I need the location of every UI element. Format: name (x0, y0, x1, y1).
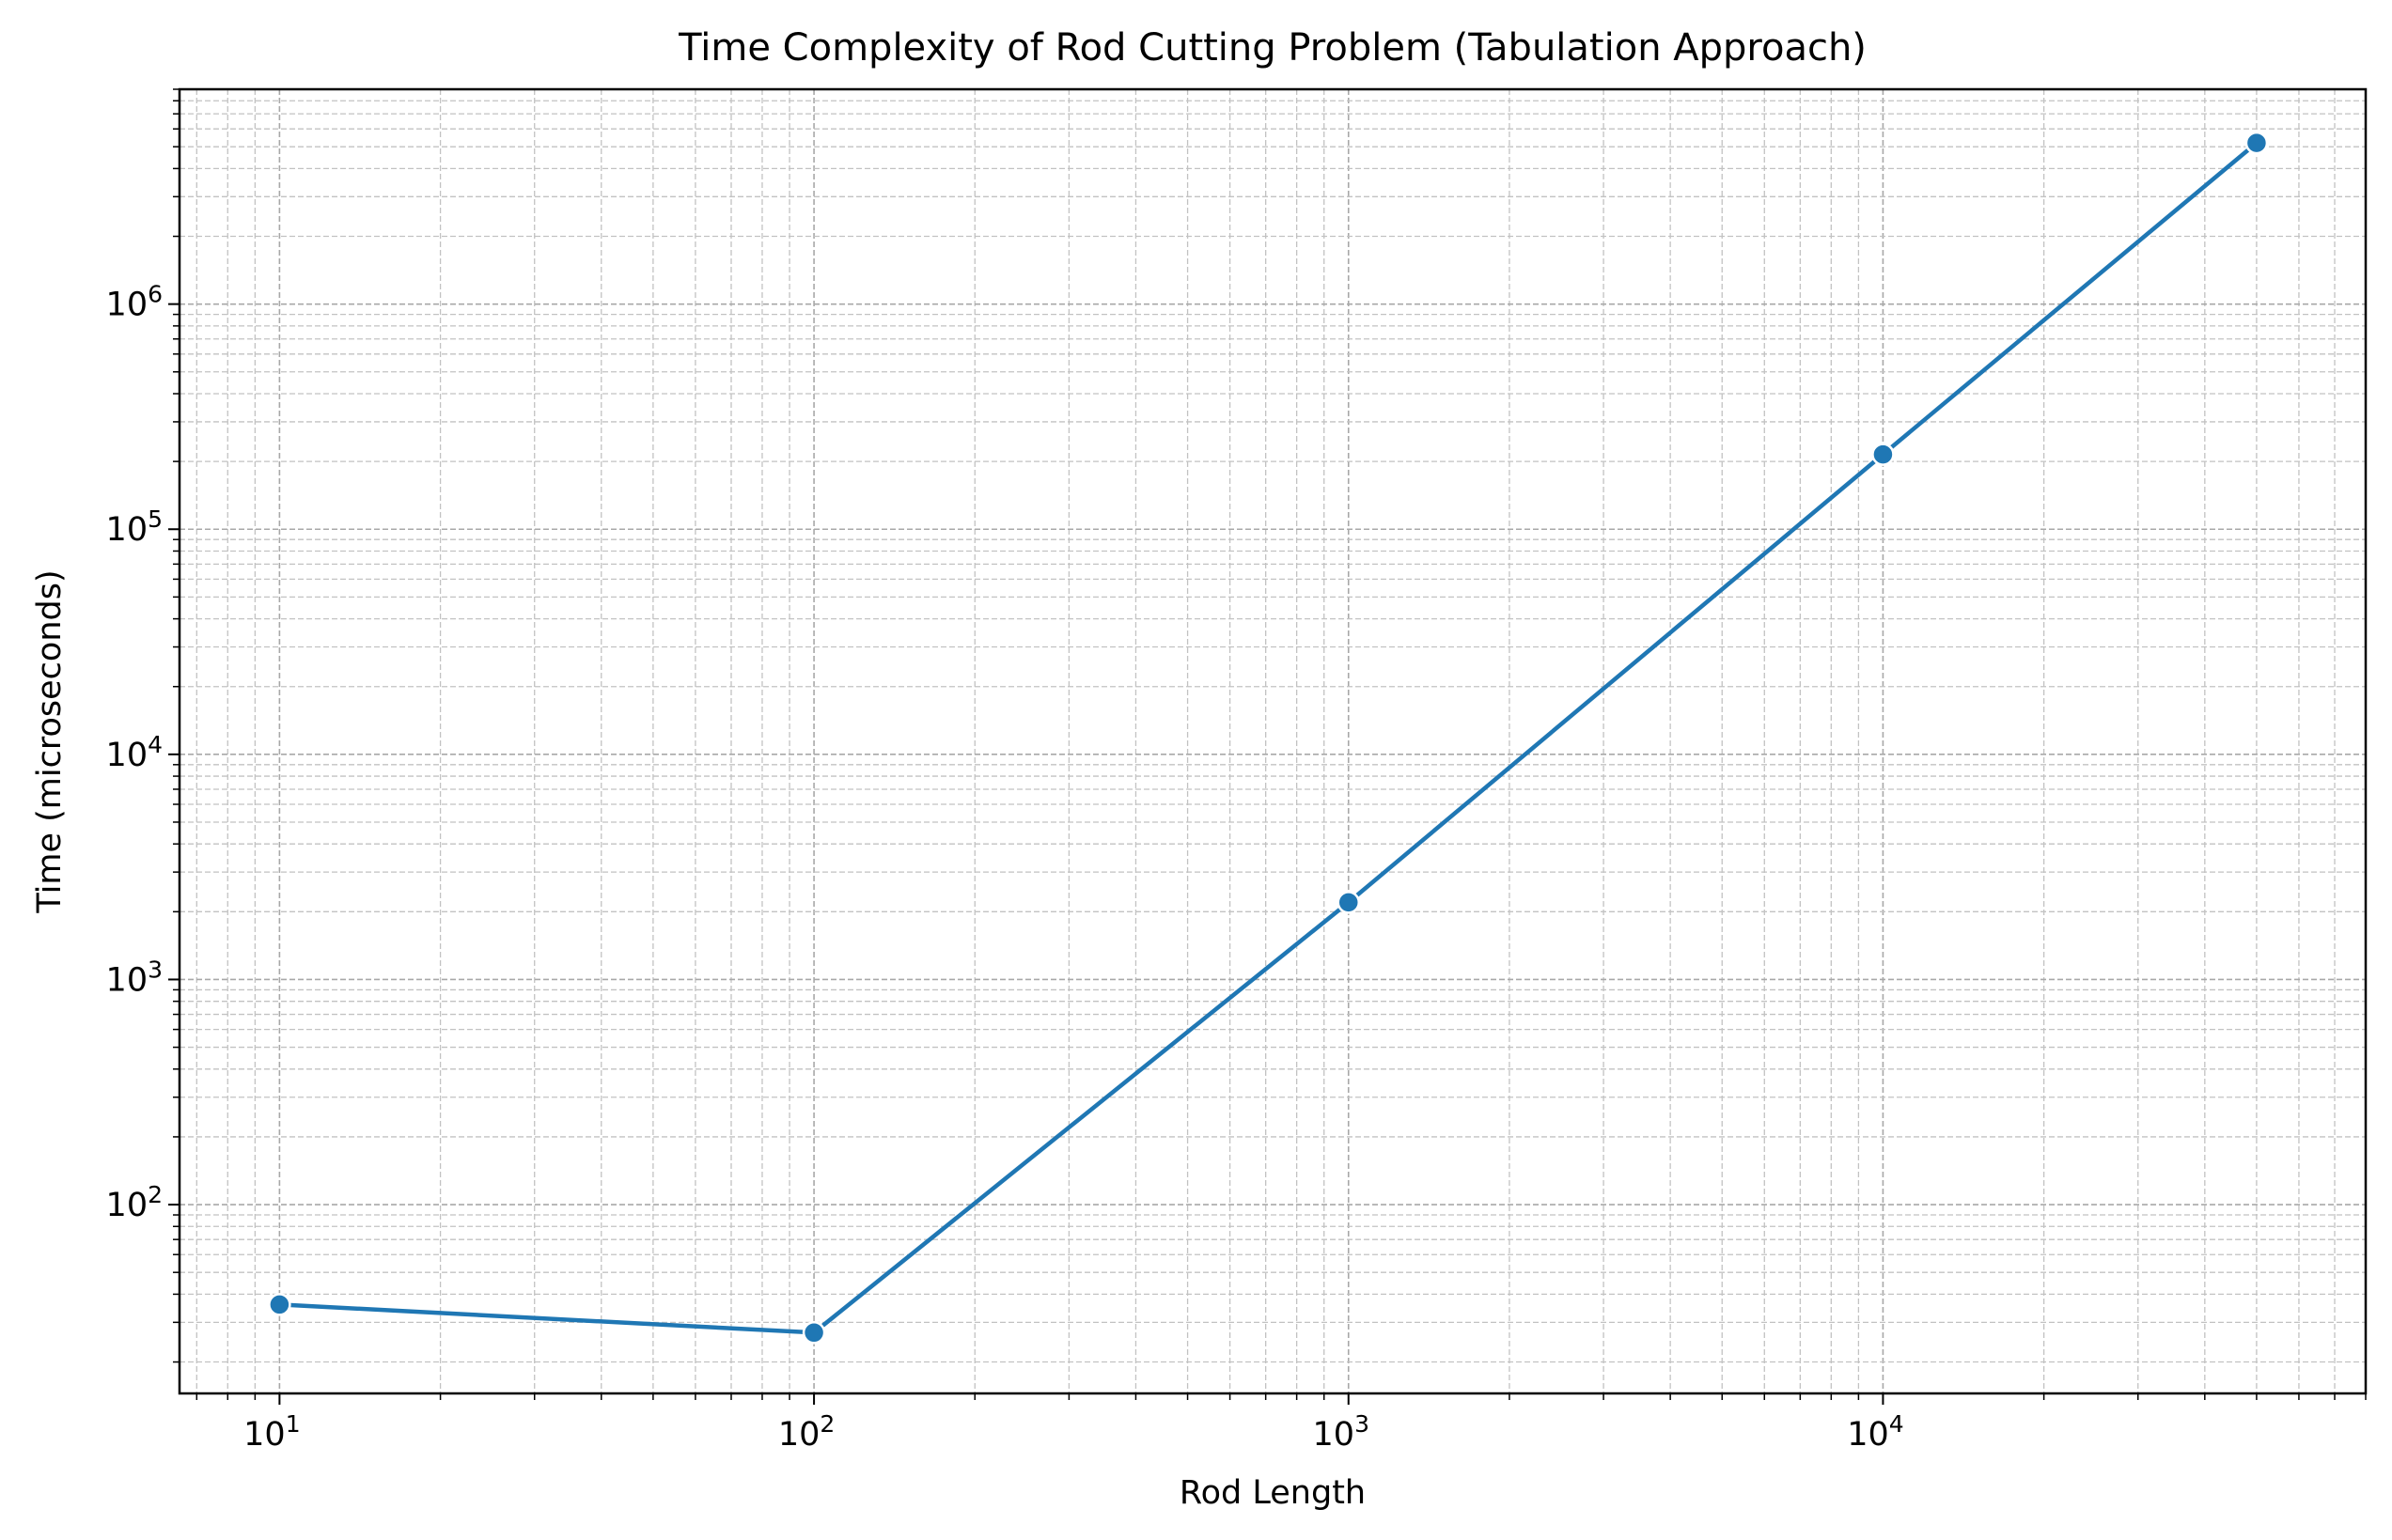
data-point (802, 1321, 826, 1345)
x-tick-label: 101 (243, 1410, 300, 1454)
data-point (2244, 131, 2269, 155)
y-tick-label: 102 (106, 1181, 163, 1224)
ticks: 101 102 103 104 102 103 104 105 106 (106, 88, 2367, 1454)
x-axis-label: Rod Length (1180, 1474, 1366, 1512)
data-point (1871, 443, 1895, 466)
chart-title: Time Complexity of Rod Cutting Problem (… (678, 26, 1867, 70)
y-axis-label: Time (microseconds) (31, 569, 69, 913)
y-tick-label: 104 (106, 731, 163, 774)
data-point (268, 1293, 291, 1316)
series-layer (268, 131, 2269, 1345)
x-tick-label: 103 (1313, 1410, 1369, 1454)
y-tick-label: 103 (106, 956, 163, 999)
grid (180, 88, 2367, 1393)
y-tick-label: 105 (106, 506, 163, 549)
plot-frame (178, 87, 2368, 1395)
data-point (1337, 891, 1361, 914)
x-tick-label: 102 (778, 1410, 835, 1454)
x-tick-label: 104 (1847, 1410, 1903, 1454)
y-tick-label: 106 (106, 281, 163, 324)
